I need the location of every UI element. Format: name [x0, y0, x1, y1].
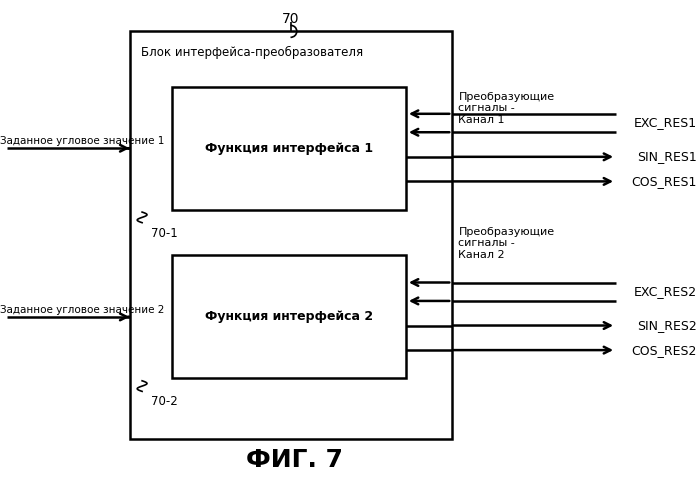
Text: SIN_RES1: SIN_RES1	[637, 150, 696, 163]
Text: COS_RES1: COS_RES1	[631, 175, 696, 188]
Text: EXC_RES2: EXC_RES2	[634, 285, 696, 298]
Text: Функция интерфейса 1: Функция интерфейса 1	[204, 142, 373, 155]
Text: Блок интерфейса-преобразователя: Блок интерфейса-преобразователя	[141, 46, 363, 59]
Bar	[172, 87, 406, 210]
Text: EXC_RES1: EXC_RES1	[634, 117, 696, 130]
Text: 70-2: 70-2	[150, 395, 177, 408]
Text: 70: 70	[281, 12, 300, 26]
Text: SIN_RES2: SIN_RES2	[637, 319, 696, 332]
Text: 70-1: 70-1	[150, 227, 177, 240]
Text: ФИГ. 7: ФИГ. 7	[246, 448, 342, 472]
Bar	[130, 31, 452, 439]
Text: COS_RES2: COS_RES2	[631, 344, 696, 357]
Text: Заданное угловое значение 1: Заданное угловое значение 1	[0, 136, 164, 146]
Text: Заданное угловое значение 2: Заданное угловое значение 2	[0, 305, 164, 314]
Text: Функция интерфейса 2: Функция интерфейса 2	[204, 310, 373, 323]
Text: Преобразующие
сигналы -
Канал 1: Преобразующие сигналы - Канал 1	[458, 92, 554, 125]
Bar	[172, 255, 406, 378]
Text: Преобразующие
сигналы -
Канал 2: Преобразующие сигналы - Канал 2	[458, 227, 554, 260]
